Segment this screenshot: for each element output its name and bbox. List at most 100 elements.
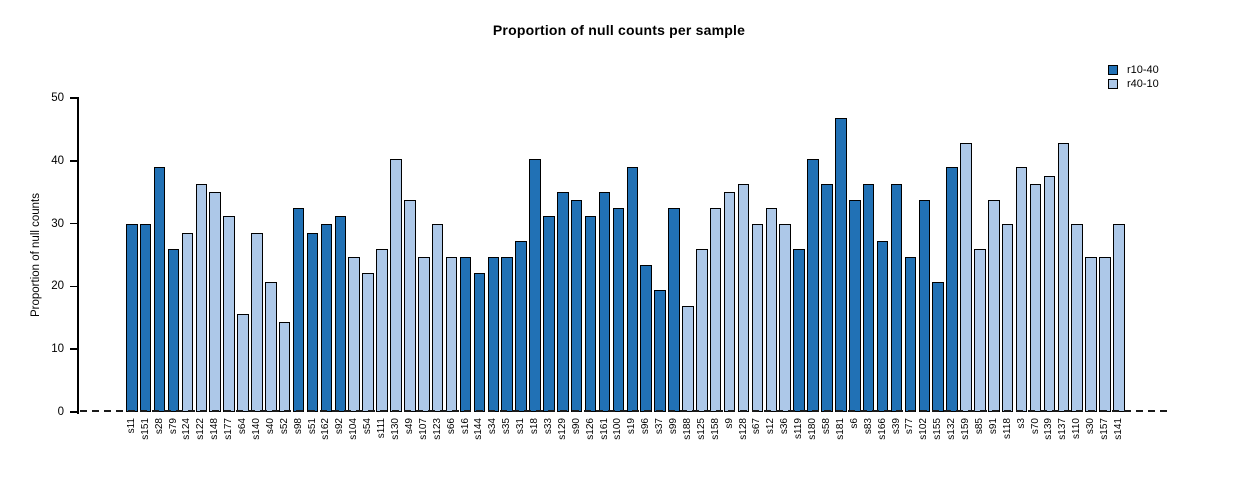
bar-s155 bbox=[932, 281, 944, 412]
zero-baseline bbox=[80, 410, 1167, 412]
bar-s33 bbox=[543, 216, 555, 412]
x-label-s104: s104 bbox=[348, 418, 360, 440]
x-label-s124: s124 bbox=[181, 418, 193, 440]
bar-s151 bbox=[139, 224, 152, 412]
x-label-s188: s188 bbox=[681, 418, 693, 440]
x-label-s158: s158 bbox=[709, 418, 721, 440]
bar-s161 bbox=[598, 191, 611, 412]
x-label-s19: s19 bbox=[626, 418, 638, 435]
bar-s188 bbox=[682, 306, 694, 412]
x-label-s122: s122 bbox=[195, 418, 207, 440]
bar-s111 bbox=[376, 248, 388, 412]
bar-s162 bbox=[320, 224, 333, 412]
bar-s11 bbox=[126, 224, 138, 412]
bar-s39 bbox=[890, 183, 903, 412]
bar-s34 bbox=[487, 257, 500, 412]
bar-s180 bbox=[807, 159, 819, 412]
bar-s98 bbox=[292, 208, 305, 412]
bar-s12 bbox=[765, 208, 778, 412]
bar-s137 bbox=[1057, 142, 1070, 412]
bar-s122 bbox=[195, 183, 208, 412]
x-label-s3: s3 bbox=[1015, 418, 1027, 429]
x-label-s139: s139 bbox=[1043, 418, 1055, 440]
x-label-s144: s144 bbox=[473, 418, 485, 440]
y-axis-title: Proportion of null counts bbox=[30, 192, 42, 318]
x-label-s141: s141 bbox=[1112, 418, 1124, 440]
bar-s144 bbox=[473, 273, 486, 412]
bar-s18 bbox=[529, 159, 541, 412]
y-tick-label: 40 bbox=[51, 154, 64, 167]
bar-s181 bbox=[835, 118, 847, 412]
bar-s140 bbox=[251, 232, 263, 412]
x-label-s36: s36 bbox=[779, 418, 791, 435]
x-label-s140: s140 bbox=[250, 418, 262, 440]
bar-s70 bbox=[1029, 183, 1042, 412]
x-label-s91: s91 bbox=[987, 418, 999, 435]
x-label-s58: s58 bbox=[820, 418, 832, 435]
bar-s123 bbox=[431, 224, 444, 412]
y-tick bbox=[70, 285, 77, 288]
x-label-s99: s99 bbox=[668, 418, 679, 435]
bar-s92 bbox=[334, 216, 347, 412]
y-tick-label: 30 bbox=[51, 217, 64, 230]
legend-label-r40-10: r40-10 bbox=[1127, 78, 1159, 90]
bar-s9 bbox=[723, 191, 736, 412]
x-label-s35: s35 bbox=[501, 418, 513, 435]
y-tick-label: 20 bbox=[51, 280, 64, 293]
bar-s64 bbox=[237, 314, 249, 412]
x-label-s137: s137 bbox=[1057, 418, 1069, 440]
bar-s3 bbox=[1015, 167, 1028, 412]
bar-s66 bbox=[445, 257, 458, 412]
bar-s67 bbox=[751, 224, 764, 412]
x-label-s166: s166 bbox=[876, 418, 888, 440]
x-label-s123: s123 bbox=[431, 418, 443, 440]
bar-s49 bbox=[404, 199, 416, 412]
x-label-s132: s132 bbox=[946, 418, 958, 440]
x-label-s77: s77 bbox=[904, 418, 916, 435]
bar-s37 bbox=[654, 289, 666, 412]
bar-s159 bbox=[960, 142, 972, 412]
legend-label-r10-40: r10-40 bbox=[1127, 64, 1159, 76]
x-label-s100: s100 bbox=[612, 418, 624, 440]
x-label-s125: s125 bbox=[695, 418, 707, 440]
x-label-s54: s54 bbox=[362, 418, 374, 435]
x-label-s52: s52 bbox=[278, 418, 290, 435]
x-label-s126: s126 bbox=[584, 418, 596, 440]
x-label-s128: s128 bbox=[737, 418, 749, 440]
bar-s129 bbox=[557, 191, 569, 412]
x-label-s177: s177 bbox=[223, 418, 235, 440]
x-label-s18: s18 bbox=[529, 418, 540, 435]
bar-s124 bbox=[181, 232, 194, 412]
x-label-s16: s16 bbox=[459, 418, 471, 435]
bar-s91 bbox=[988, 199, 1000, 412]
bar-s90 bbox=[570, 199, 583, 412]
legend-item-r40-10: r40-10 bbox=[1108, 77, 1159, 91]
bar-s157 bbox=[1099, 257, 1111, 412]
y-axis-line bbox=[77, 97, 79, 414]
bar-s85 bbox=[974, 248, 986, 412]
x-label-s66: s66 bbox=[445, 418, 457, 435]
y-tick bbox=[70, 348, 77, 350]
bar-s16 bbox=[459, 257, 472, 412]
x-label-s110: s110 bbox=[1071, 418, 1083, 439]
x-label-s130: s130 bbox=[390, 418, 401, 440]
bar-s141 bbox=[1113, 224, 1125, 412]
bar-s107 bbox=[418, 257, 430, 412]
bar-s104 bbox=[348, 257, 360, 412]
x-label-s102: s102 bbox=[918, 418, 930, 440]
bar-s158 bbox=[709, 208, 722, 412]
bar-s35 bbox=[501, 257, 513, 412]
x-label-s83: s83 bbox=[862, 418, 874, 435]
x-label-s39: s39 bbox=[890, 418, 902, 435]
x-label-s34: s34 bbox=[487, 418, 499, 435]
x-label-s155: s155 bbox=[932, 418, 944, 440]
x-label-s12: s12 bbox=[765, 418, 777, 435]
bar-s166 bbox=[876, 240, 889, 412]
x-label-s64: s64 bbox=[237, 418, 248, 435]
x-label-s40: s40 bbox=[264, 418, 276, 435]
y-tick bbox=[70, 222, 77, 225]
bar-s40 bbox=[265, 281, 277, 412]
x-label-s118: s118 bbox=[1001, 418, 1013, 439]
x-label-s151: s151 bbox=[139, 418, 151, 440]
